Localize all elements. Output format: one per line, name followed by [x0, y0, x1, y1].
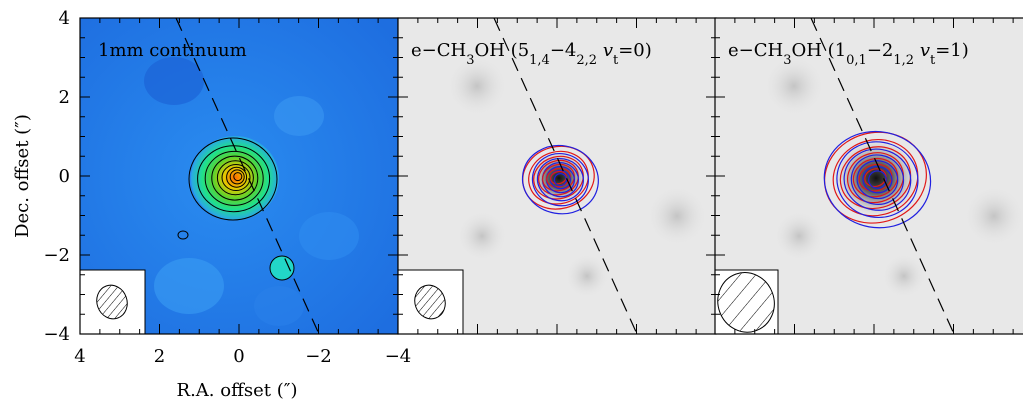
x-tick-label: 4 [74, 346, 85, 367]
panel: e−CH3OH (10,1−21,2 vt=1) [714, 17, 1023, 335]
panel-title: 1mm continuum [98, 40, 247, 61]
beam [414, 284, 446, 320]
x-tick-label: 2 [154, 346, 165, 367]
contour [233, 172, 243, 182]
title-part: 3 [783, 53, 791, 68]
title-part: −2 [867, 40, 894, 61]
contour [521, 144, 599, 215]
contour [858, 163, 893, 192]
y-tick-label: −4 [43, 324, 70, 345]
x-tick-label: −4 [385, 346, 412, 367]
contour [533, 155, 584, 200]
contour [850, 154, 905, 205]
y-tick-label: 0 [59, 166, 70, 187]
contour [839, 146, 912, 210]
contour [553, 173, 568, 187]
contour [542, 163, 575, 192]
title-part: t [930, 53, 936, 68]
contour [546, 167, 571, 188]
map-noise [964, 186, 1023, 246]
outflow-axis [493, 17, 638, 335]
map-noise [774, 211, 824, 261]
map-noise [457, 211, 507, 261]
contour [216, 160, 254, 196]
y-tick-label: −2 [43, 245, 70, 266]
contour [269, 255, 295, 281]
map-noise [254, 286, 304, 326]
contour [211, 155, 259, 201]
source-emission [191, 136, 279, 220]
title-part: 1mm continuum [98, 40, 247, 61]
map-noise [882, 254, 926, 298]
contour [204, 150, 264, 206]
title-part: v [920, 40, 930, 61]
contour [538, 159, 579, 196]
contour [832, 139, 919, 217]
title-part: =1) [935, 40, 969, 61]
contour [862, 165, 893, 194]
map-noise [144, 57, 204, 105]
map-noise [447, 56, 507, 116]
secondary-emission [270, 256, 294, 280]
title-part: e−CH [411, 40, 466, 61]
panel: e−CH3OH (51,4−42,2 vt=0) [397, 17, 717, 335]
contour [550, 170, 567, 185]
contour [836, 141, 919, 219]
map-noise [764, 56, 824, 116]
title-part: t [613, 53, 619, 68]
title-part: 1,2 [893, 53, 914, 68]
beam [96, 284, 128, 320]
contour [864, 168, 887, 188]
panel-title: e−CH3OH (51,4−42,2 vt=0) [411, 40, 652, 68]
title-part: −4 [550, 40, 577, 61]
contour [536, 157, 584, 202]
contour [226, 166, 248, 188]
x-tick-label: 0 [233, 346, 244, 367]
map-noise [647, 186, 707, 246]
outflow-axis [175, 17, 320, 335]
beam [717, 272, 775, 333]
map-noise [565, 254, 609, 298]
y-tick-label: 4 [59, 8, 70, 29]
title-part: OH (5 [475, 40, 530, 61]
contour [852, 157, 899, 198]
x-tick-label: −2 [305, 346, 332, 367]
contour [528, 150, 589, 205]
contour [188, 137, 278, 221]
contour [531, 152, 589, 207]
title-part: 0,1 [846, 53, 867, 68]
contour [843, 148, 912, 211]
contour [868, 170, 887, 189]
map-noise [154, 258, 224, 314]
title-part: 1,4 [529, 53, 550, 68]
contour [847, 152, 904, 204]
contour [856, 160, 899, 200]
title-part: =0) [618, 40, 652, 61]
x-axis-label: R.A. offset (″) [177, 380, 298, 401]
panel: 4 2 0 −2 −4 −4 −2 0 2 4 R.A. offset (″) Dec. offset… [12, 8, 411, 401]
contour [823, 130, 932, 229]
outflow-axis [810, 17, 955, 335]
y-tick-label: 2 [59, 87, 70, 108]
map-noise [299, 212, 359, 260]
contour [177, 230, 189, 240]
title-part: OH (1 [792, 40, 847, 61]
y-axis-label: Dec. offset (″) [12, 114, 33, 238]
title-part: e−CH [728, 40, 783, 61]
title-part: 2,2 [576, 53, 597, 68]
contour [221, 164, 251, 191]
contour [229, 169, 245, 185]
panel-title: e−CH3OH (10,1−21,2 vt=1) [728, 40, 969, 68]
title-part: 3 [466, 53, 474, 68]
title-part: v [603, 40, 613, 61]
map-noise [274, 96, 324, 136]
